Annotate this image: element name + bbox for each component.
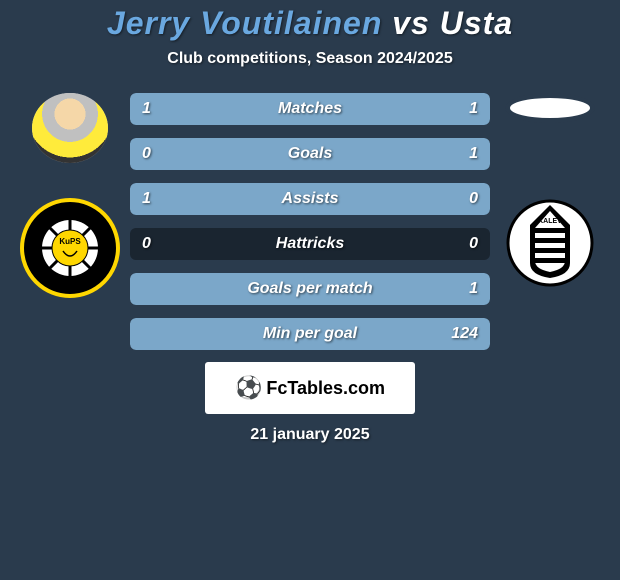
stat-value-right: 0 xyxy=(469,235,478,253)
player1-club-badge: KuPS xyxy=(20,198,120,298)
stat-value-left: 0 xyxy=(142,235,151,253)
player2-side: KALEV xyxy=(490,93,610,293)
stat-label: Min per goal xyxy=(263,325,357,343)
comparison-content: KuPS 1 Matches 1 0 Goals 1 1 Assists 0 0 Hattricks… xyxy=(0,93,620,350)
stat-value-right: 124 xyxy=(451,325,478,343)
stat-value-right: 1 xyxy=(469,280,478,298)
player2-club-badge: KALEV xyxy=(500,193,600,293)
player2-name: Usta xyxy=(440,5,513,41)
brand-text: FcTables.com xyxy=(266,378,385,399)
brand-logo[interactable]: ⚽ FcTables.com xyxy=(205,362,415,414)
player2-photo xyxy=(505,93,595,123)
stat-row: Min per goal 124 xyxy=(130,318,490,350)
stat-row: Goals per match 1 xyxy=(130,273,490,305)
stat-row: 1 Matches 1 xyxy=(130,93,490,125)
vs-text: vs xyxy=(382,5,439,41)
stat-row: 0 Goals 1 xyxy=(130,138,490,170)
stat-value-right: 0 xyxy=(469,190,478,208)
brand-icon: ⚽ xyxy=(235,375,262,401)
player1-photo xyxy=(32,93,108,163)
kups-badge-icon: KuPS xyxy=(35,213,105,283)
kalev-badge-icon: KALEV xyxy=(500,193,600,293)
stat-value-left: 1 xyxy=(142,190,151,208)
stat-label: Assists xyxy=(282,190,339,208)
stat-label: Hattricks xyxy=(276,235,344,253)
stat-label: Goals xyxy=(288,145,332,163)
player1-side: KuPS xyxy=(10,93,130,298)
stat-value-left: 1 xyxy=(142,100,151,118)
stat-label: Goals per match xyxy=(247,280,372,298)
player1-name: Jerry Voutilainen xyxy=(107,5,382,41)
svg-text:KALEV: KALEV xyxy=(538,218,562,225)
stats-bars: 1 Matches 1 0 Goals 1 1 Assists 0 0 Hattricks 0 Goal… xyxy=(130,93,490,350)
stat-row: 0 Hattricks 0 xyxy=(130,228,490,260)
svg-text:KuPS: KuPS xyxy=(59,237,81,246)
stat-value-left: 0 xyxy=(142,145,151,163)
stat-label: Matches xyxy=(278,100,342,118)
stat-row: 1 Assists 0 xyxy=(130,183,490,215)
footer-date: 21 january 2025 xyxy=(250,426,369,444)
stat-value-right: 1 xyxy=(469,145,478,163)
page-title: Jerry Voutilainen vs Usta xyxy=(107,5,513,42)
stat-value-right: 1 xyxy=(469,100,478,118)
subtitle: Club competitions, Season 2024/2025 xyxy=(167,50,452,68)
